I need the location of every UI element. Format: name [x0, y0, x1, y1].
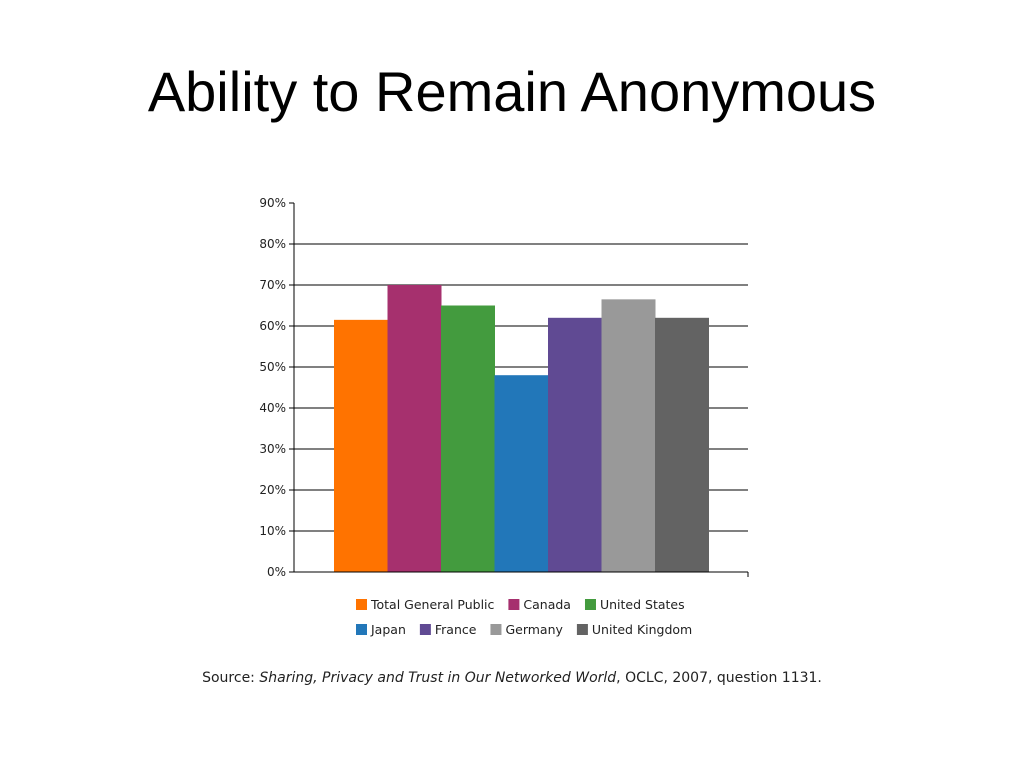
legend-label: Germany — [505, 622, 563, 637]
legend-swatch — [490, 624, 502, 635]
legend-swatch — [508, 599, 520, 610]
legend-swatch — [356, 599, 367, 610]
y-tick-label: 70% — [259, 278, 286, 292]
bar-germany — [601, 299, 656, 572]
bar-canada — [387, 285, 442, 572]
legend-label: United Kingdom — [592, 622, 692, 637]
legend-swatch — [419, 624, 431, 635]
source-prefix: Source: — [202, 670, 260, 686]
slide-title: Ability to Remain Anonymous — [147, 60, 877, 123]
legend-label: Total General Public — [370, 597, 495, 612]
bar-total-general-public — [334, 319, 388, 572]
legend-swatch — [356, 624, 367, 635]
bars — [334, 285, 709, 572]
bar-united-kingdom — [655, 317, 709, 572]
source-citation: Source: Sharing, Privacy and Trust in Ou… — [0, 670, 1024, 686]
bar-france — [548, 317, 602, 572]
legend-label: France — [435, 622, 477, 637]
y-tick-label: 60% — [259, 319, 286, 333]
y-tick-label: 0% — [267, 565, 286, 579]
legend-label: Canada — [523, 597, 571, 612]
bar-united-states — [441, 305, 495, 572]
legend-label: Japan — [370, 622, 406, 637]
source-suffix: , OCLC, 2007, question 1131. — [616, 670, 822, 686]
legend-label: United States — [600, 597, 685, 612]
legend-swatch — [576, 624, 588, 635]
y-tick-label: 30% — [259, 442, 286, 456]
source-work-title: Sharing, Privacy and Trust in Our Networ… — [259, 670, 617, 686]
y-tick-label: 10% — [259, 524, 286, 538]
y-tick-label: 90% — [259, 196, 286, 210]
y-tick-label: 80% — [259, 237, 286, 251]
legend: Total General Public Canada United States J… — [356, 597, 692, 637]
axes: 0% 10% 20% 30% 40% 50% 60% 70% 80% 90% — [259, 196, 749, 579]
bar-japan — [494, 375, 549, 572]
y-tick-label: 40% — [259, 401, 286, 415]
y-tick-label: 20% — [259, 483, 286, 497]
legend-swatch — [584, 599, 596, 610]
y-tick-label: 50% — [259, 360, 286, 374]
